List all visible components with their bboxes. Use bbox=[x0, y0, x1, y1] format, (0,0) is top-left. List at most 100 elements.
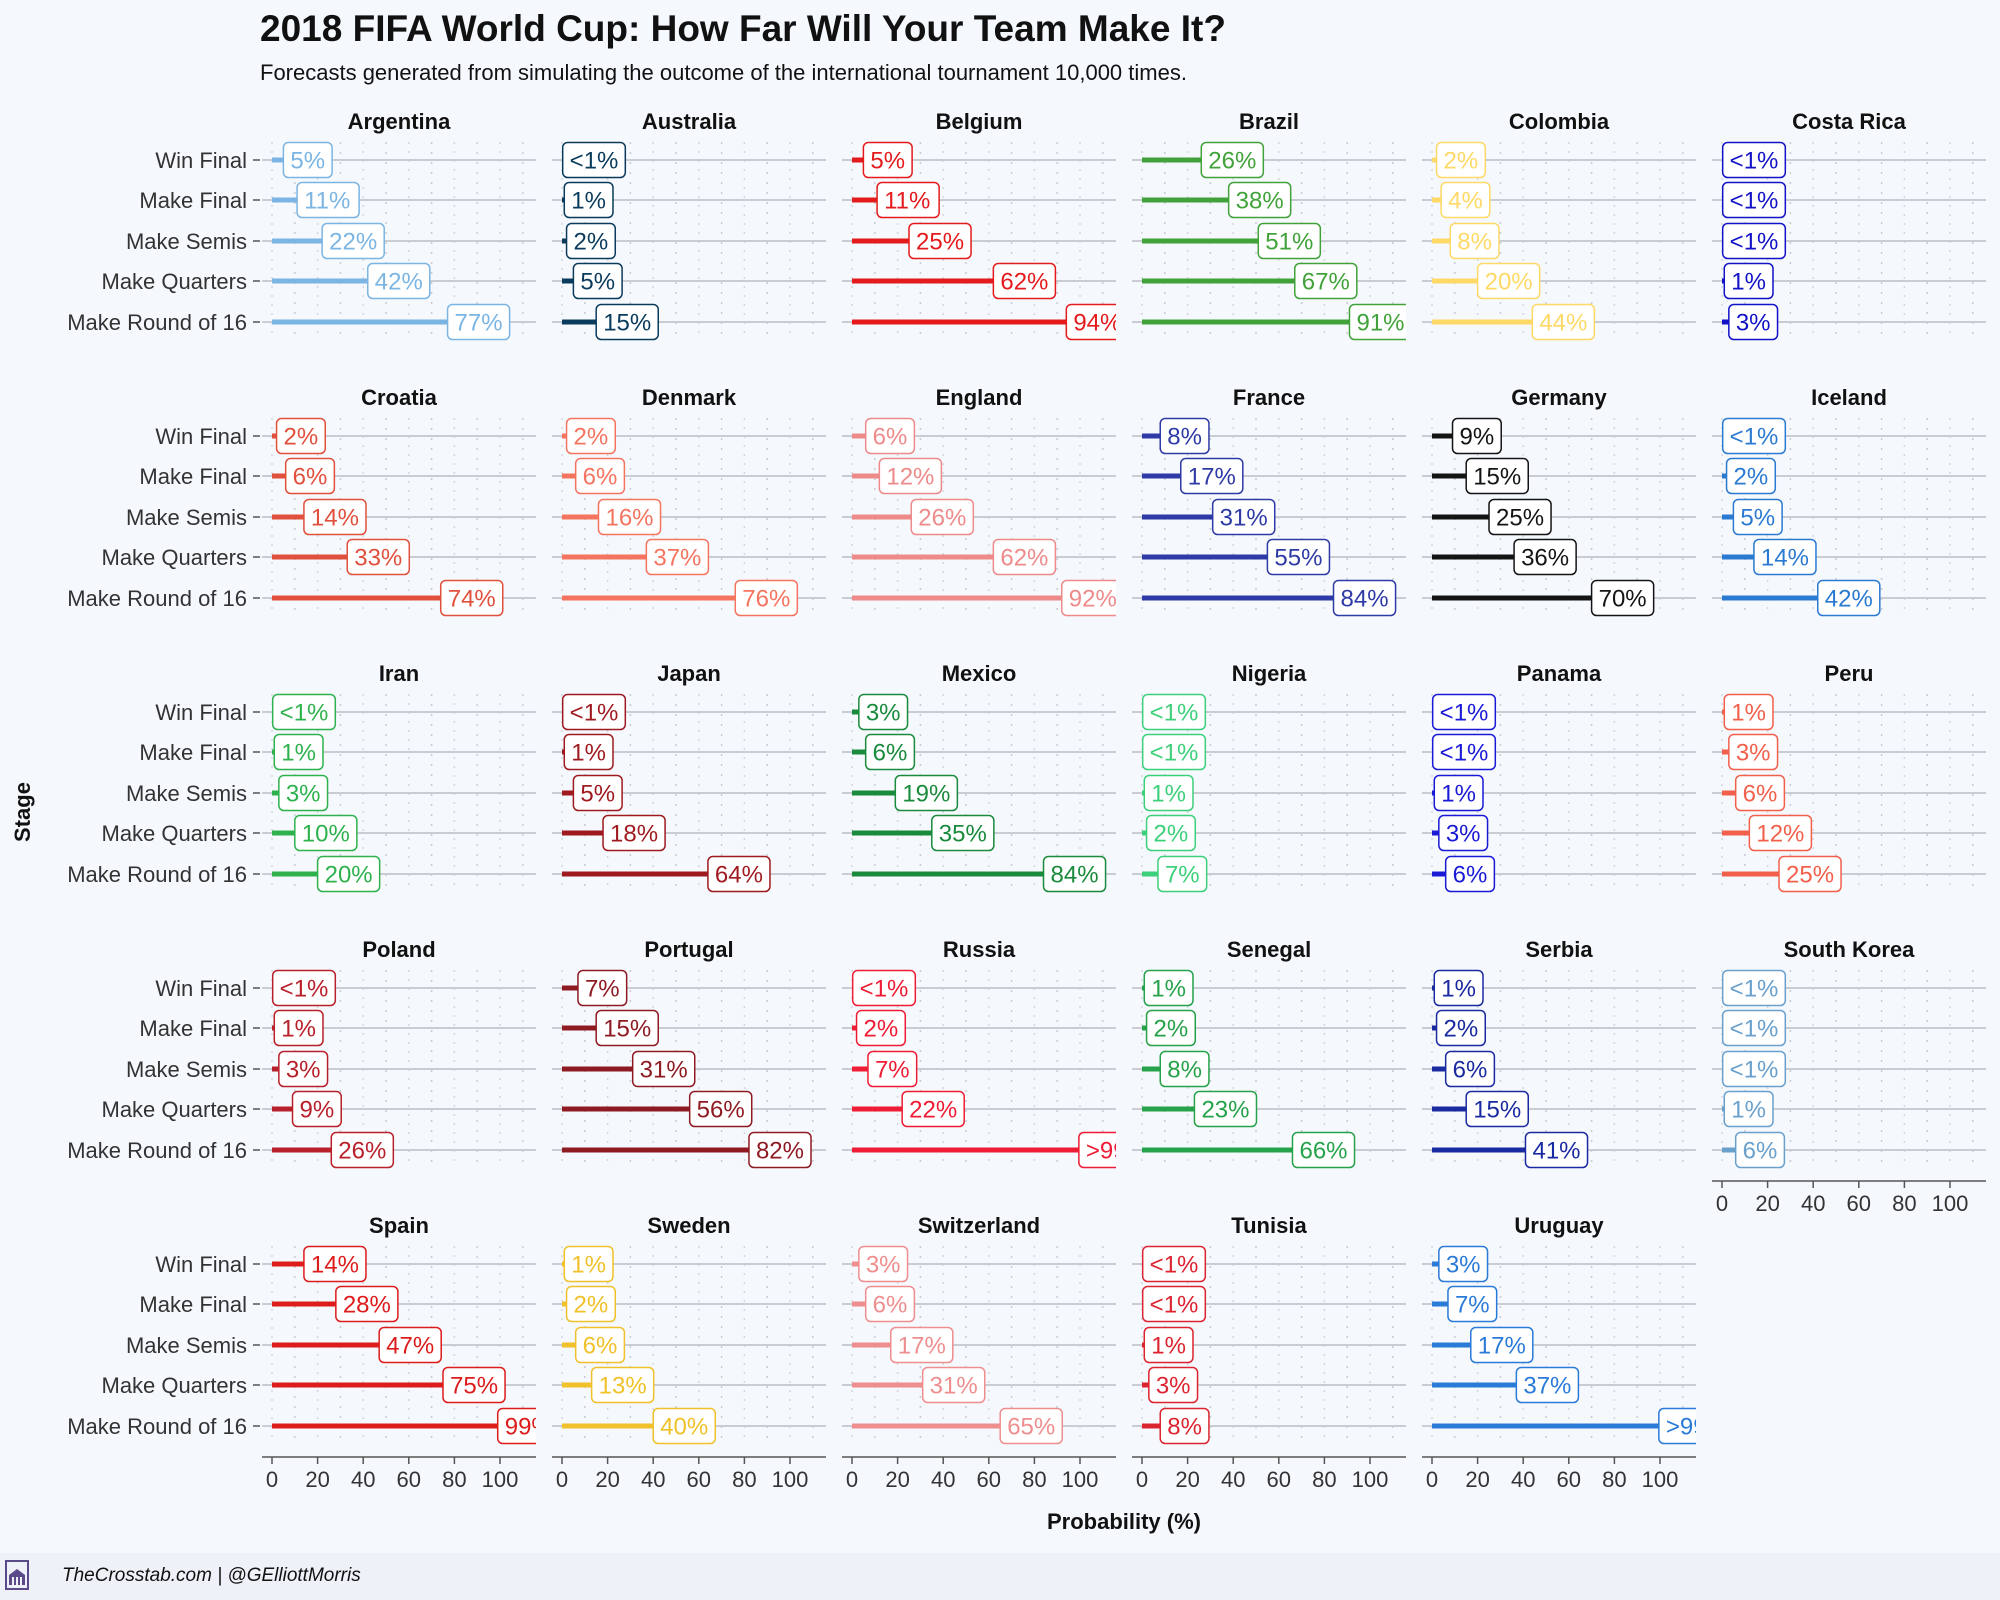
data-label-box bbox=[271, 969, 337, 1007]
data-label: <1% bbox=[1730, 1057, 1779, 1084]
panel-title: Portugal bbox=[644, 937, 733, 962]
x-tick-label: 20 bbox=[1175, 1467, 1199, 1492]
team-panel: Switzerland 3% 6% 17% 31% 65% bbox=[842, 1213, 1116, 1445]
data-label-box bbox=[595, 303, 659, 341]
data-label-box bbox=[597, 498, 662, 536]
data-label: 99% bbox=[505, 1414, 553, 1441]
data-label: 51% bbox=[1265, 229, 1313, 256]
data-label: 12% bbox=[1756, 821, 1804, 848]
data-label: 1% bbox=[281, 1016, 316, 1043]
data-label: 2% bbox=[1154, 821, 1189, 848]
team-panel: Iceland <1% 2% 5% 14% 42% bbox=[1712, 385, 1986, 617]
x-tick-label: 40 bbox=[641, 1467, 665, 1492]
data-label: 65% bbox=[1007, 1414, 1055, 1441]
panel-title: Senegal bbox=[1227, 937, 1311, 962]
team-panel: Portugal 7% 15% 31% 56% 82% bbox=[552, 937, 826, 1169]
data-label: <1% bbox=[860, 976, 909, 1003]
data-label: 1% bbox=[1731, 269, 1766, 296]
data-label: <1% bbox=[570, 700, 619, 727]
data-label: 42% bbox=[1825, 586, 1873, 613]
data-label: 2% bbox=[1154, 1016, 1189, 1043]
team-panel: Brazil 26% 38% 51% 67%91% bbox=[1132, 109, 1406, 341]
y-tick-label: Make Final bbox=[139, 188, 247, 213]
data-label: 1% bbox=[1731, 700, 1766, 727]
data-label-box bbox=[910, 498, 975, 536]
team-panel: Uruguay 3% 7% 17% 37% >99 bbox=[1422, 1213, 1696, 1445]
data-label-box bbox=[1753, 538, 1817, 576]
data-label-box bbox=[321, 222, 385, 260]
x-tick-label: 40 bbox=[351, 1467, 375, 1492]
panel-title: Australia bbox=[642, 109, 737, 134]
data-label: 41% bbox=[1532, 1138, 1580, 1165]
data-label-box bbox=[1435, 1009, 1487, 1047]
data-label: 6% bbox=[1453, 862, 1488, 889]
data-label: 25% bbox=[916, 229, 964, 256]
data-label: 62% bbox=[1000, 545, 1048, 572]
data-label-box bbox=[858, 693, 909, 731]
team-panel: Poland <1% 1% 3% 9%26% bbox=[262, 937, 536, 1169]
data-label-box bbox=[707, 855, 771, 893]
x-tick-label: 80 bbox=[1312, 1467, 1336, 1492]
data-label-box bbox=[1211, 498, 1276, 536]
data-label-box bbox=[602, 814, 666, 852]
data-label-box bbox=[1817, 579, 1881, 617]
data-label-box bbox=[1725, 457, 1777, 495]
data-label: 2% bbox=[864, 1016, 899, 1043]
panel-title: Denmark bbox=[642, 385, 737, 410]
data-label: 40% bbox=[660, 1414, 708, 1441]
data-label-box bbox=[999, 1407, 1063, 1445]
data-label-box bbox=[1435, 141, 1487, 179]
data-label: 16% bbox=[605, 505, 653, 532]
team-panel: Senegal 1% 2% 8% 23% 66% bbox=[1132, 937, 1406, 1169]
data-label-box bbox=[1721, 1050, 1787, 1088]
x-tick-label: 40 bbox=[1511, 1467, 1535, 1492]
data-label-box bbox=[1721, 181, 1787, 219]
data-label: 3% bbox=[1446, 821, 1481, 848]
data-label: 14% bbox=[311, 1252, 359, 1279]
data-label: 1% bbox=[1151, 781, 1186, 808]
data-label: 77% bbox=[455, 310, 503, 337]
data-label: 15% bbox=[603, 1016, 651, 1043]
panel-title: Colombia bbox=[1509, 109, 1610, 134]
data-label: 15% bbox=[1473, 464, 1521, 491]
data-label: 17% bbox=[1478, 1333, 1526, 1360]
y-tick-label: Make Final bbox=[139, 464, 247, 489]
data-label: 47% bbox=[386, 1333, 434, 1360]
y-tick-label: Make Quarters bbox=[102, 545, 248, 570]
y-tick-label: Make Final bbox=[139, 1292, 247, 1317]
data-label: 9% bbox=[1460, 424, 1495, 451]
team-panel: Costa Rica <1% <1% <1% 1% 3% bbox=[1712, 109, 1986, 341]
data-label-box bbox=[574, 1326, 626, 1364]
data-label: 91% bbox=[1356, 310, 1404, 337]
data-label-box bbox=[1465, 1090, 1529, 1128]
panel-title: Tunisia bbox=[1231, 1213, 1307, 1238]
data-label-box bbox=[1444, 1050, 1496, 1088]
data-label: 26% bbox=[1208, 148, 1256, 175]
y-tick-label: Make Final bbox=[139, 740, 247, 765]
data-label-box bbox=[876, 181, 940, 219]
data-label-box bbox=[303, 498, 367, 536]
data-label: 5% bbox=[1740, 505, 1775, 532]
data-label-box bbox=[565, 1285, 617, 1323]
data-label: 3% bbox=[866, 1252, 901, 1279]
data-label-box bbox=[1470, 1326, 1534, 1364]
data-label-box bbox=[992, 538, 1057, 576]
data-label-box bbox=[284, 457, 336, 495]
team-panel: Serbia 1% 2% 6% 15% 41% bbox=[1422, 937, 1696, 1169]
data-label-box bbox=[734, 579, 799, 617]
data-label-box bbox=[1332, 579, 1397, 617]
x-tick-label: 100 bbox=[1932, 1191, 1969, 1216]
panel-title: France bbox=[1233, 385, 1305, 410]
data-label-box bbox=[1193, 1090, 1258, 1128]
data-label-box bbox=[1438, 814, 1489, 852]
data-label: <1% bbox=[1440, 740, 1489, 767]
data-label: 13% bbox=[599, 1373, 647, 1400]
data-label-box bbox=[864, 417, 916, 455]
data-label-box bbox=[1159, 417, 1210, 455]
chart-title: 2018 FIFA World Cup: How Far Will Your T… bbox=[260, 8, 1226, 49]
data-label: 25% bbox=[1496, 505, 1544, 532]
data-label-box bbox=[1734, 1131, 1786, 1169]
data-label: 7% bbox=[875, 1057, 910, 1084]
data-label: <1% bbox=[1440, 700, 1489, 727]
data-label: <1% bbox=[1730, 188, 1779, 215]
